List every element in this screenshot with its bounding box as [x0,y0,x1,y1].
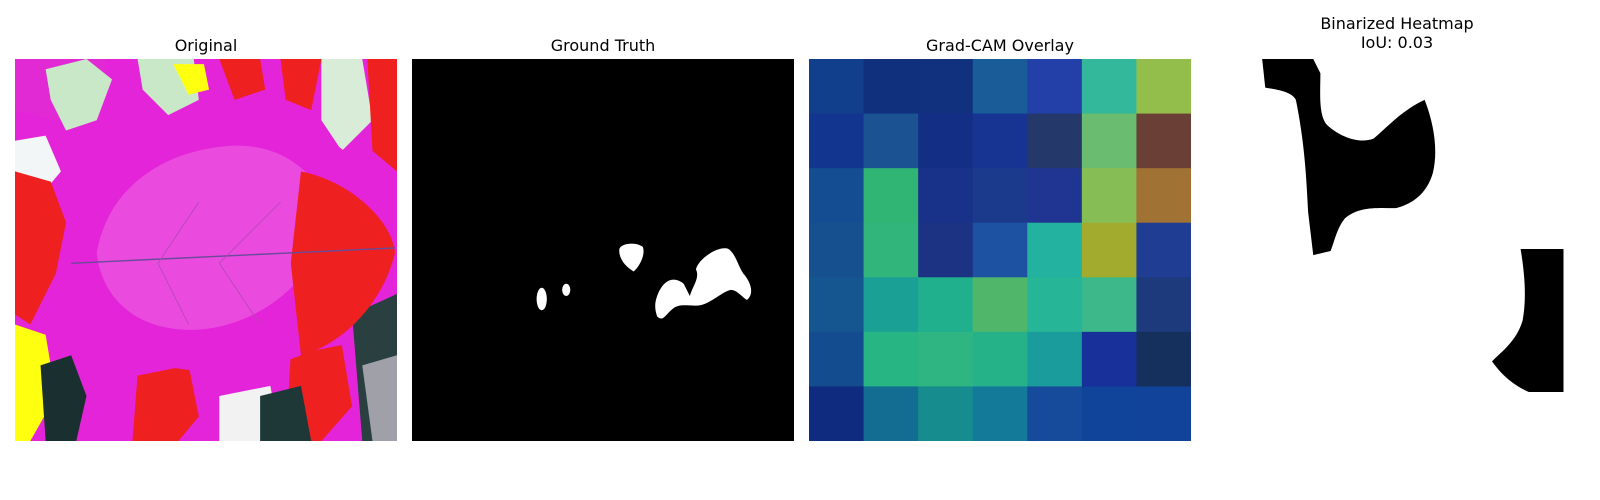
gradcam-cell [809,59,865,115]
gradcam-cell [1027,222,1083,278]
gradcam-cell [809,222,865,278]
binarized-panel: Binarized Heatmap IoU: 0.03 [1206,0,1588,500]
gradcam-cell [863,386,919,441]
gradcam-cell [863,277,919,333]
gradcam-cell [972,277,1028,333]
gradcam-cell [1136,386,1191,441]
gradcam-panel: Grad-CAM Overlay [809,0,1191,500]
original-image [15,59,397,441]
ground-truth-title: Ground Truth [550,36,656,55]
gradcam-cell [918,59,974,115]
gradcam-cell [1081,386,1137,441]
gradcam-cell [809,277,865,333]
gradcam-cell [918,168,974,224]
gradcam-cell [972,222,1028,278]
gradcam-cell [863,331,919,387]
gradcam-cell [1081,59,1137,115]
binarized-title-text: Binarized Heatmap [1320,14,1474,33]
gradcam-cell [809,113,865,169]
gradcam-overlay [809,59,1191,441]
gradcam-cell [1136,168,1191,224]
gradcam-cell [1081,331,1137,387]
original-panel: Original [15,0,397,500]
ground-truth-panel: Ground Truth [412,0,794,500]
gradcam-cell [1081,222,1137,278]
gradcam-cell [863,59,919,115]
original-title: Original [174,36,238,55]
gradcam-cell [1027,386,1083,441]
gradcam-cell [972,386,1028,441]
gradcam-cell [1136,331,1191,387]
gradcam-cell [972,331,1028,387]
binarized-title: Binarized Heatmap IoU: 0.03 [1206,14,1588,52]
gradcam-cell [1136,113,1191,169]
gradcam-cell [1136,222,1191,278]
gradcam-title: Grad-CAM Overlay [926,36,1074,55]
gradcam-cell [1081,277,1137,333]
gradcam-cell [809,331,865,387]
gradcam-cell [918,331,974,387]
gradcam-cell [863,113,919,169]
gradcam-cell [1027,277,1083,333]
gradcam-cell [1027,59,1083,115]
gradcam-cell [1027,331,1083,387]
gradcam-cell [809,168,865,224]
gradcam-cell [863,222,919,278]
gradcam-cell [1136,59,1191,115]
gradcam-cell [1081,168,1137,224]
gradcam-cell [918,386,974,441]
gradcam-cell [1136,277,1191,333]
gradcam-cell [863,168,919,224]
gradcam-cell [809,386,865,441]
gradcam-cell [1027,113,1083,169]
gradcam-cell [972,59,1028,115]
gradcam-cell [1027,168,1083,224]
gradcam-cell [972,168,1028,224]
gradcam-cell [918,113,974,169]
gradcam-cell [918,222,974,278]
binarized-heatmap [1206,59,1588,441]
gradcam-cell [1081,113,1137,169]
gradcam-cell [918,277,974,333]
iou-label: IoU: 0.03 [1360,33,1434,52]
ground-truth-mask [412,59,794,441]
gradcam-cell [972,113,1028,169]
